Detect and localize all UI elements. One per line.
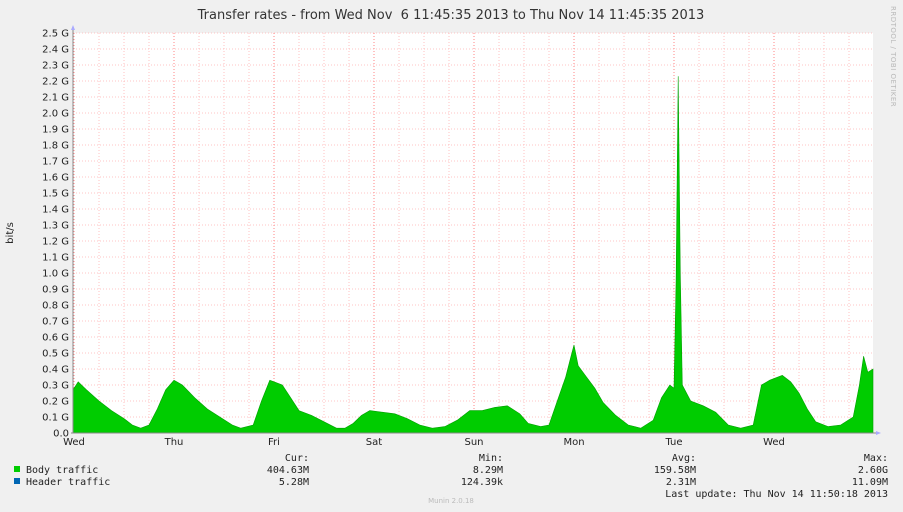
y-tick-label: 1.8 G (42, 141, 69, 152)
x-axis-arrow (876, 431, 881, 435)
y-tick-label: 0.1 G (42, 413, 69, 424)
legend-header-cur: Cur: (285, 453, 309, 464)
series-area-body-traffic (72, 76, 874, 434)
y-tick-label: 1.9 G (42, 125, 69, 136)
legend-min-header-traffic: 124.39k (461, 477, 503, 488)
y-tick-label: 1.2 G (42, 237, 69, 248)
legend-cur-body-traffic: 404.63M (267, 465, 309, 476)
y-tick-label: 0.5 G (42, 349, 69, 360)
y-tick-label: 2.4 G (42, 45, 69, 56)
y-tick-label: 0.4 G (42, 365, 69, 376)
y-tick-label: 2.1 G (42, 93, 69, 104)
legend-max-body-traffic: 2.60G (858, 465, 888, 476)
legend-avg-body-traffic: 159.58M (654, 465, 696, 476)
y-tick-label: 0.0 (53, 429, 69, 440)
side-watermark: RRDTOOL / TOBI OETIKER (889, 6, 897, 107)
legend-header-avg: Avg: (672, 453, 696, 464)
y-tick-label: 1.7 G (42, 157, 69, 168)
x-tick-label: Wed (63, 437, 85, 448)
last-update: Last update: Thu Nov 14 11:50:18 2013 (665, 489, 888, 500)
legend-swatch-header-traffic (14, 478, 20, 484)
grid-lines (73, 32, 873, 433)
y-tick-label: 2.0 G (42, 109, 69, 120)
y-axis-label: bit/s (5, 222, 16, 244)
legend-header-max: Max: (864, 453, 888, 464)
x-tick-label: Thu (164, 437, 184, 448)
y-tick-label: 2.3 G (42, 61, 69, 72)
y-tick-label: 1.3 G (42, 221, 69, 232)
y-tick-label: 0.9 G (42, 285, 69, 296)
y-tick-label: 0.6 G (42, 333, 69, 344)
x-tick-label: Sun (464, 437, 483, 448)
y-tick-labels: 0.0 0.1 G 0.2 G 0.3 G 0.4 G 0.5 G 0.6 G 0.7 G 0.… (42, 29, 69, 440)
y-tick-label: 1.0 G (42, 269, 69, 280)
y-tick-label: 0.7 G (42, 317, 69, 328)
munin-footer: Munin 2.0.18 (428, 497, 474, 505)
legend-header-min: Min: (479, 453, 503, 464)
x-tick-label: Mon (563, 437, 584, 448)
legend-swatch-body-traffic (14, 466, 20, 472)
legend: Cur: Min: Avg: Max: Body traffic 404.63M… (14, 453, 888, 500)
y-tick-label: 1.1 G (42, 253, 69, 264)
legend-cur-header-traffic: 5.28M (279, 477, 309, 488)
legend-min-body-traffic: 8.29M (473, 465, 503, 476)
series-layer (72, 76, 874, 434)
legend-label-header-traffic: Header traffic (26, 477, 110, 488)
x-tick-label: Wed (763, 437, 785, 448)
y-tick-label: 2.2 G (42, 77, 69, 88)
y-axis-arrow (71, 25, 75, 30)
y-tick-label: 0.3 G (42, 381, 69, 392)
plot-area (73, 33, 873, 433)
x-tick-label: Fri (268, 437, 280, 448)
legend-max-header-traffic: 11.09M (852, 477, 888, 488)
x-tick-label: Tue (664, 437, 682, 448)
y-tick-label: 0.8 G (42, 301, 69, 312)
y-tick-label: 1.5 G (42, 189, 69, 200)
axes (71, 25, 881, 435)
x-tick-labels: Wed Thu Fri Sat Sun Mon Tue Wed (63, 437, 785, 448)
y-tick-label: 2.5 G (42, 29, 69, 40)
y-tick-label: 1.6 G (42, 173, 69, 184)
x-tick-label: Sat (366, 437, 382, 448)
y-tick-label: 1.4 G (42, 205, 69, 216)
y-tick-label: 0.2 G (42, 397, 69, 408)
legend-avg-header-traffic: 2.31M (666, 477, 696, 488)
legend-label-body-traffic: Body traffic (26, 465, 98, 476)
chart-title: Transfer rates - from Wed Nov 6 11:45:35… (197, 8, 705, 23)
